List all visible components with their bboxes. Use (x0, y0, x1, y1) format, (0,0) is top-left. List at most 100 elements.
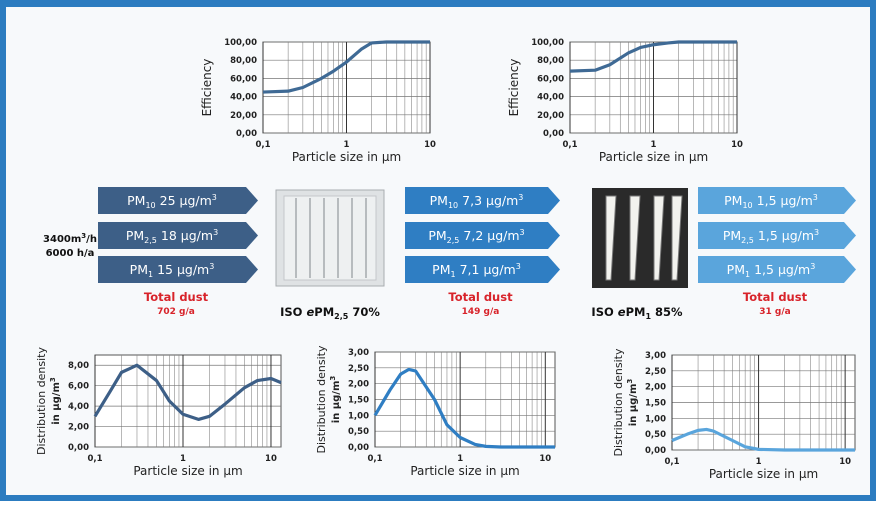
pm-index: 10 (742, 201, 752, 210)
pm-amount: 15 µg/m (157, 262, 209, 277)
pm-power: 3 (516, 262, 521, 271)
y-tick-label: 100,00 (224, 38, 257, 48)
x-axis-label: Particle size in µm (133, 464, 242, 478)
x-axis-label: Particle size in µm (410, 464, 519, 478)
y-tick-label: 0,00 (543, 129, 564, 139)
y-tick-label: 0,00 (348, 443, 369, 453)
y-tick-label: 1,50 (645, 399, 666, 409)
y-axis-label-unit: in µg/m3 (329, 376, 342, 424)
y-axis-label-unit: in µg/m3 (626, 379, 639, 427)
y-tick-label: 60,00 (230, 74, 257, 84)
x-tick-label: 10 (731, 140, 743, 150)
pm-power: 3 (213, 228, 218, 237)
inlet-flow: 3400m3/h (43, 232, 97, 245)
pm-amount: 1,5 µg/m (757, 193, 813, 208)
pm-power: 3 (810, 262, 815, 271)
x-tick-label: 10 (265, 454, 277, 464)
filter-em: e (618, 305, 626, 319)
filter-name: PM (626, 305, 646, 319)
unit-text: in µg/m (331, 381, 342, 424)
total-value: 149 g/a (462, 307, 500, 317)
unit-power: 3 (49, 377, 57, 382)
y-tick-label: 100,00 (531, 38, 564, 48)
pm-name: PM (432, 262, 450, 277)
pm-name: PM (430, 193, 448, 208)
pm-name: PM (428, 228, 446, 243)
pm-amount: 18 µg/m (161, 228, 213, 243)
y-axis-label: Efficiency (200, 59, 214, 117)
x-tick-label: 1 (180, 454, 186, 464)
pm-power: 3 (209, 262, 214, 271)
pm-name: PM (126, 228, 144, 243)
y-tick-label: 80,00 (230, 56, 257, 66)
y-tick-label: 0,50 (348, 427, 369, 437)
y-tick-label: 0,00 (236, 129, 257, 139)
pm-amount: 25 µg/m (160, 193, 212, 208)
y-axis-label: Distribution density (35, 347, 48, 455)
filter-rating: 85% (655, 305, 683, 319)
infographic: 0,0020,0040,0060,0080,00100,000,1110Part… (0, 0, 876, 501)
pm-index: 2,5 (741, 236, 754, 245)
filter-prefix: ISO (591, 305, 614, 319)
total-label: Total dust (743, 290, 808, 304)
y-tick-label: 0,00 (68, 443, 89, 453)
filter-index: 1 (645, 312, 651, 321)
pm-name: PM (723, 228, 741, 243)
y-tick-label: 2,00 (348, 380, 369, 390)
pm-index: 1 (148, 270, 153, 279)
pm-amount: 1,5 µg/m (754, 262, 810, 277)
bag-filter (276, 190, 384, 286)
pm-amount: 7,3 µg/m (462, 193, 518, 208)
pm-power: 3 (520, 228, 525, 237)
plot-area (95, 355, 281, 447)
filter-rating: 70% (352, 305, 380, 319)
x-axis-label: Particle size in µm (599, 150, 708, 164)
x-tick-label: 1 (756, 457, 762, 467)
pm-power: 3 (518, 193, 523, 202)
x-tick-label: 0,1 (562, 140, 577, 150)
filter-prefix: ISO (280, 305, 303, 319)
pm-power: 3 (212, 193, 217, 202)
y-axis-label: Efficiency (507, 59, 521, 117)
y-tick-label: 1,50 (348, 396, 369, 406)
y-tick-label: 80,00 (537, 56, 564, 66)
total-label: Total dust (144, 290, 209, 304)
pm-index: 10 (448, 201, 458, 210)
y-tick-label: 0,00 (645, 446, 666, 456)
y-tick-label: 1,00 (645, 414, 666, 424)
y-tick-label: 40,00 (537, 93, 564, 103)
pm-index: 1 (745, 270, 750, 279)
x-tick-label: 1 (344, 140, 350, 150)
pm-amount: 1,5 µg/m (758, 228, 814, 243)
unit-text: in µg/m (628, 384, 639, 427)
y-tick-label: 1,00 (348, 411, 369, 421)
x-tick-label: 10 (839, 457, 851, 467)
y-tick-label: 40,00 (230, 93, 257, 103)
y-axis-label: Distribution density (315, 345, 328, 453)
page: 0,0020,0040,0060,0080,00100,000,1110Part… (0, 0, 876, 501)
x-tick-label: 0,1 (87, 454, 102, 464)
pm-label: PM2,518 µg/m3 (126, 228, 218, 245)
pm-name: PM (130, 262, 148, 277)
y-axis-label: Distribution density (612, 348, 625, 456)
y-tick-label: 2,00 (68, 423, 89, 433)
filter-name: PM (314, 305, 334, 319)
y-tick-label: 2,00 (645, 383, 666, 393)
v-bank-filter (592, 188, 688, 288)
total-value: 31 g/a (759, 307, 790, 317)
filter-index: 2,5 (334, 312, 349, 321)
y-tick-label: 60,00 (537, 74, 564, 84)
y-tick-label: 20,00 (230, 111, 257, 121)
x-axis-label: Particle size in µm (292, 150, 401, 164)
y-tick-label: 0,50 (645, 430, 666, 440)
y-tick-label: 4,00 (68, 402, 89, 412)
pm-name: PM (724, 193, 742, 208)
x-tick-label: 0,1 (664, 457, 679, 467)
filter-em: e (306, 305, 314, 319)
flow-text: 3400m (43, 234, 81, 245)
y-tick-label: 3,00 (348, 348, 369, 358)
